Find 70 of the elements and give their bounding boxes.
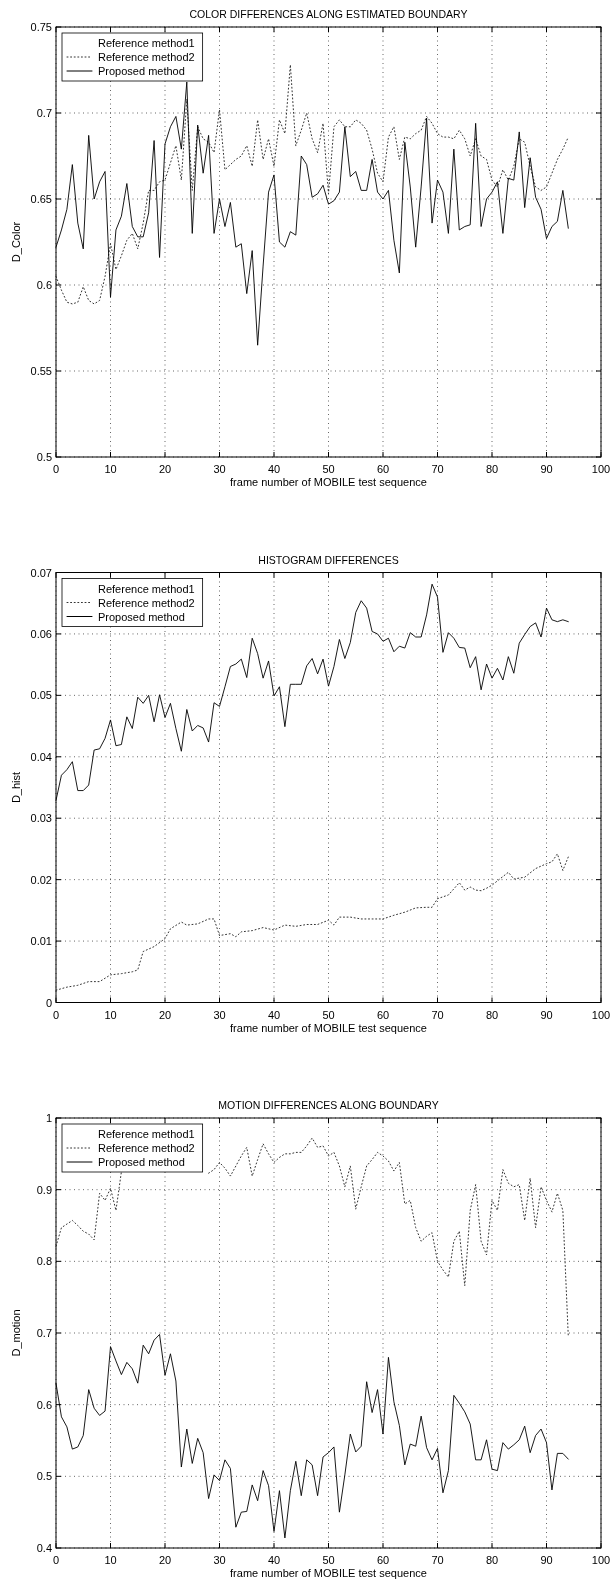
y-tick-label: 0.5 (36, 451, 52, 463)
y-tick-label: 0.05 (30, 689, 52, 702)
x-axis-title: frame number of MOBILE test sequence (230, 476, 427, 488)
x-tick-label: 20 (158, 1554, 172, 1566)
x-axis-title: frame number of MOBILE test sequence (230, 1567, 427, 1579)
x-axis-title: frame number of MOBILE test sequence (230, 1021, 427, 1034)
y-tick-label: 0.6 (36, 279, 52, 291)
x-tick-label: 60 (376, 1554, 390, 1566)
y-tick-label: 0.7 (36, 107, 52, 119)
y-axis-title: D_motion (10, 1309, 22, 1357)
y-tick-label: 0.55 (30, 365, 52, 377)
x-tick-label: 10 (104, 1008, 117, 1021)
y-tick-label: 1 (45, 1112, 52, 1124)
text: Reference method1 (98, 1128, 195, 1140)
x-tick-label: 70 (431, 1554, 444, 1566)
y-tick-label: 0.06 (30, 627, 52, 640)
x-tick-label: 40 (267, 1554, 281, 1566)
legend-label: Proposed method (98, 65, 185, 77)
x-tick-label: 10 (104, 1554, 117, 1566)
x-tick-label: 90 (540, 463, 553, 475)
x-tick-label: 30 (213, 463, 226, 475)
y-tick-label: 0.03 (30, 812, 52, 825)
x-tick-label: 30 (213, 1554, 226, 1566)
y-tick-label: 0.65 (30, 193, 52, 205)
x-tick-label: 70 (431, 463, 444, 475)
chart-title: MOTION DIFFERENCES ALONG BOUNDARY (218, 1099, 439, 1111)
x-tick-label: 50 (322, 463, 335, 475)
y-tick-label: 0.5 (36, 1470, 52, 1483)
x-tick-label: 100 (591, 463, 611, 475)
y-tick-label: 0.7 (36, 1327, 52, 1339)
x-tick-label: 40 (267, 463, 281, 475)
x-tick-label: 90 (540, 1008, 553, 1021)
y-tick-label: 0.6 (36, 1398, 52, 1411)
legend-label: Proposed method (98, 610, 185, 623)
x-tick-label: 20 (158, 463, 172, 475)
x-tick-label: 60 (376, 463, 390, 475)
x-tick-label: 50 (322, 1008, 335, 1021)
legend-label: Reference method2 (98, 596, 195, 609)
x-tick-label: 50 (322, 1554, 335, 1566)
y-tick-label: 0.02 (30, 873, 52, 886)
text: Reference method1 (98, 582, 195, 595)
x-tick-label: 80 (485, 463, 499, 475)
y-tick-label: 0.04 (30, 750, 52, 763)
y-tick-label: 0.9 (36, 1183, 52, 1196)
y-tick-label: 0.4 (36, 1542, 52, 1554)
chart-title: HISTOGRAM DIFFERENCES (258, 553, 399, 566)
y-tick-label: 0 (45, 996, 52, 1009)
text: Reference method1 (98, 37, 195, 49)
x-tick-label: 10 (104, 463, 117, 475)
legend-label: Reference method2 (98, 1142, 195, 1154)
x-tick-label: 30 (213, 1008, 226, 1021)
y-tick-label: 0.01 (30, 935, 52, 948)
y-tick-label: 0.75 (30, 21, 52, 33)
x-tick-label: 80 (485, 1008, 499, 1021)
y-tick-label: 0.8 (36, 1255, 52, 1268)
y-axis-title: D_Color (10, 221, 22, 263)
x-tick-label: 40 (267, 1008, 281, 1021)
line-series (55, 64, 569, 305)
x-tick-label: 100 (591, 1008, 611, 1021)
x-tick-label: 80 (485, 1554, 499, 1566)
y-tick-label: 0.07 (30, 566, 52, 579)
x-tick-label: 60 (376, 1008, 390, 1021)
legend-label: Proposed method (98, 1156, 185, 1168)
y-axis-title: D_hist (10, 771, 22, 804)
x-tick-label: 70 (431, 1008, 444, 1021)
legend-label: Reference method2 (98, 51, 195, 63)
x-tick-label: 100 (591, 1554, 611, 1566)
chart-title: COLOR DIFFERENCES ALONG ESTIMATED BOUNDARY (189, 8, 468, 20)
x-tick-label: 90 (540, 1554, 553, 1566)
x-tick-label: 20 (158, 1008, 172, 1021)
